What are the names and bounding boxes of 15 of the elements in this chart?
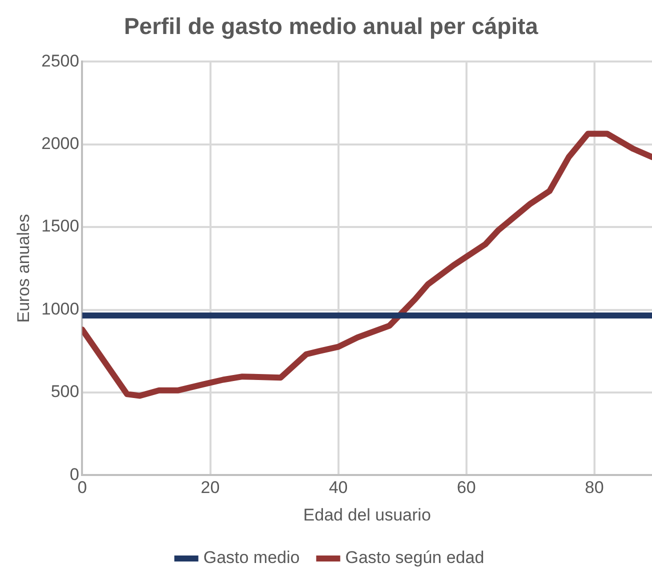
y-tick-label: 2000 [41,134,80,154]
y-tick-label: 0 [70,464,80,484]
chart-title: Perfil de gasto medio anual per cápita [124,13,538,40]
legend-label: Gasto medio [203,548,300,568]
y-tick-label: 500 [50,382,80,402]
x-axis-title: Edad del usuario [303,505,431,524]
x-tick-label: 60 [456,478,476,498]
y-tick-label: 1000 [41,299,80,318]
x-tick-label: 20 [200,478,220,498]
y-tick-label: 1500 [41,216,80,236]
x-tick-label: 80 [584,478,604,498]
y-tick-label: 2500 [41,51,80,70]
legend-label: Gasto según edad [345,548,484,568]
x-tick-label: 40 [328,478,348,498]
y-axis-title: Euros anuales [14,214,33,323]
